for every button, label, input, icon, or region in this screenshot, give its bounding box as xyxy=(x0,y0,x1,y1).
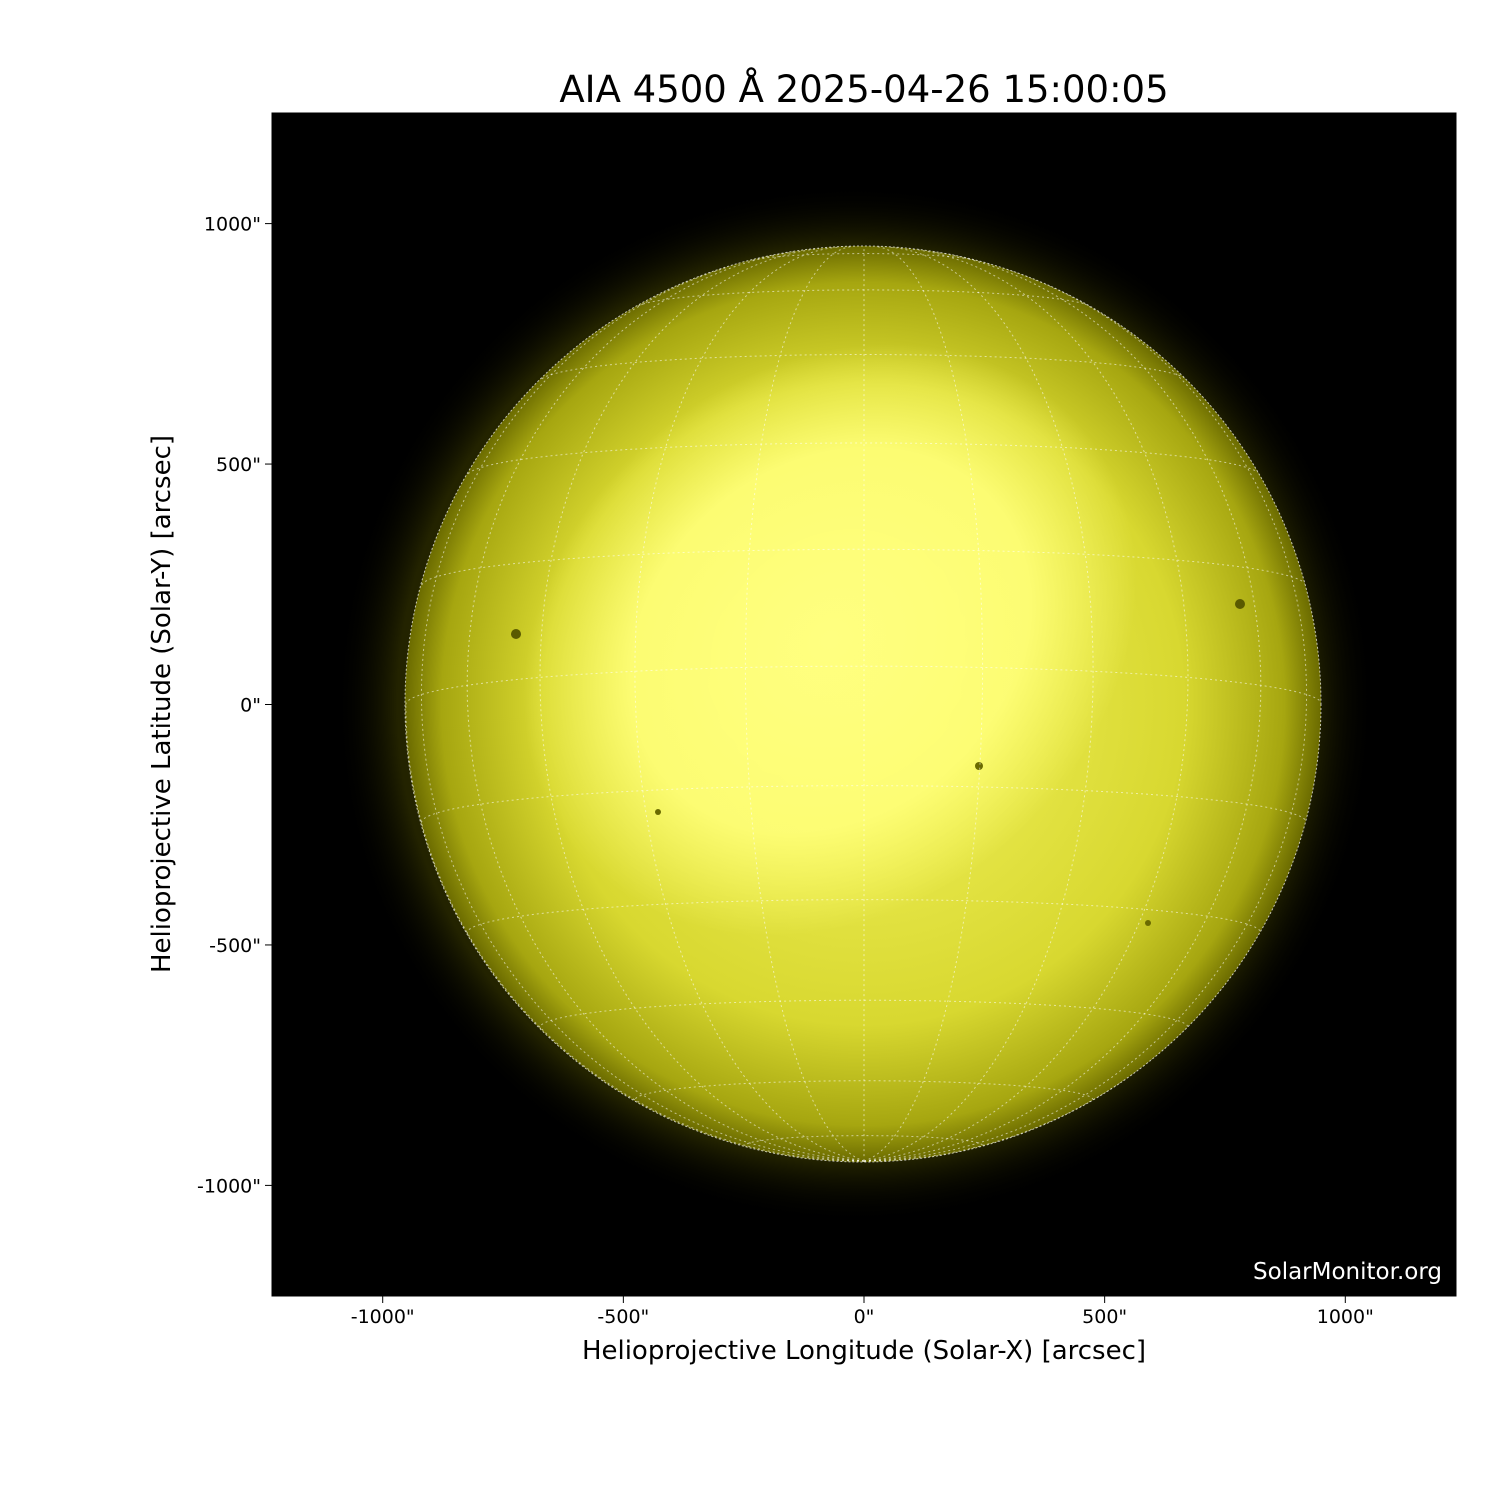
y-tick-label: 0" xyxy=(240,695,261,717)
sunspot xyxy=(1235,599,1245,609)
y-tick-label: 1000" xyxy=(204,214,261,236)
grid-line xyxy=(744,1135,984,1148)
x-tick-label: -500" xyxy=(597,1306,649,1328)
sunspot xyxy=(655,809,661,815)
grid-line xyxy=(466,899,1262,935)
x-tick-label: 1000" xyxy=(1317,1306,1374,1328)
grid-line xyxy=(634,246,865,1162)
y-tick-label: -500" xyxy=(209,935,261,957)
y-tick-label: 500" xyxy=(216,454,261,476)
limb-outline xyxy=(404,245,1322,1163)
bright-region xyxy=(523,343,1137,937)
grid-line xyxy=(421,548,1307,586)
grid-line xyxy=(744,246,865,1162)
grid-line xyxy=(638,289,1090,307)
watermark: SolarMonitor.org xyxy=(1253,1259,1442,1285)
grid-line xyxy=(405,665,1321,705)
y-tick-label: -1000" xyxy=(197,1175,261,1197)
sunspot xyxy=(1145,920,1151,926)
grid-line xyxy=(863,266,1308,1162)
x-tick-label: 0" xyxy=(854,1306,875,1328)
grid-line xyxy=(863,251,1262,1162)
grid-line xyxy=(420,785,1308,823)
grid-line xyxy=(863,248,1189,1162)
grid-line xyxy=(466,251,865,1162)
x-axis-label: Helioprojective Longitude (Solar-X) [arc… xyxy=(581,1336,1147,1366)
grid-line xyxy=(539,248,865,1162)
heliographic-grid xyxy=(405,246,1321,1162)
chart-title: AIA 4500 Å 2025-04-26 15:00:05 xyxy=(559,68,1169,111)
grid-line xyxy=(863,246,1094,1162)
grid-line xyxy=(539,999,1189,1030)
sunspot xyxy=(511,629,521,639)
grid-line xyxy=(541,354,1187,380)
sunspot xyxy=(975,762,983,770)
x-tick-label: -1000" xyxy=(351,1306,415,1328)
x-ticks: -1000" -500" 0" 500" 1000" xyxy=(351,1296,1374,1328)
grid-line xyxy=(634,1080,1094,1103)
y-ticks: -1000" -500" 0" 500" 1000" xyxy=(197,214,272,1197)
grid-line xyxy=(863,246,984,1162)
x-tick-label: 500" xyxy=(1082,1306,1127,1328)
grid-line xyxy=(752,253,976,261)
